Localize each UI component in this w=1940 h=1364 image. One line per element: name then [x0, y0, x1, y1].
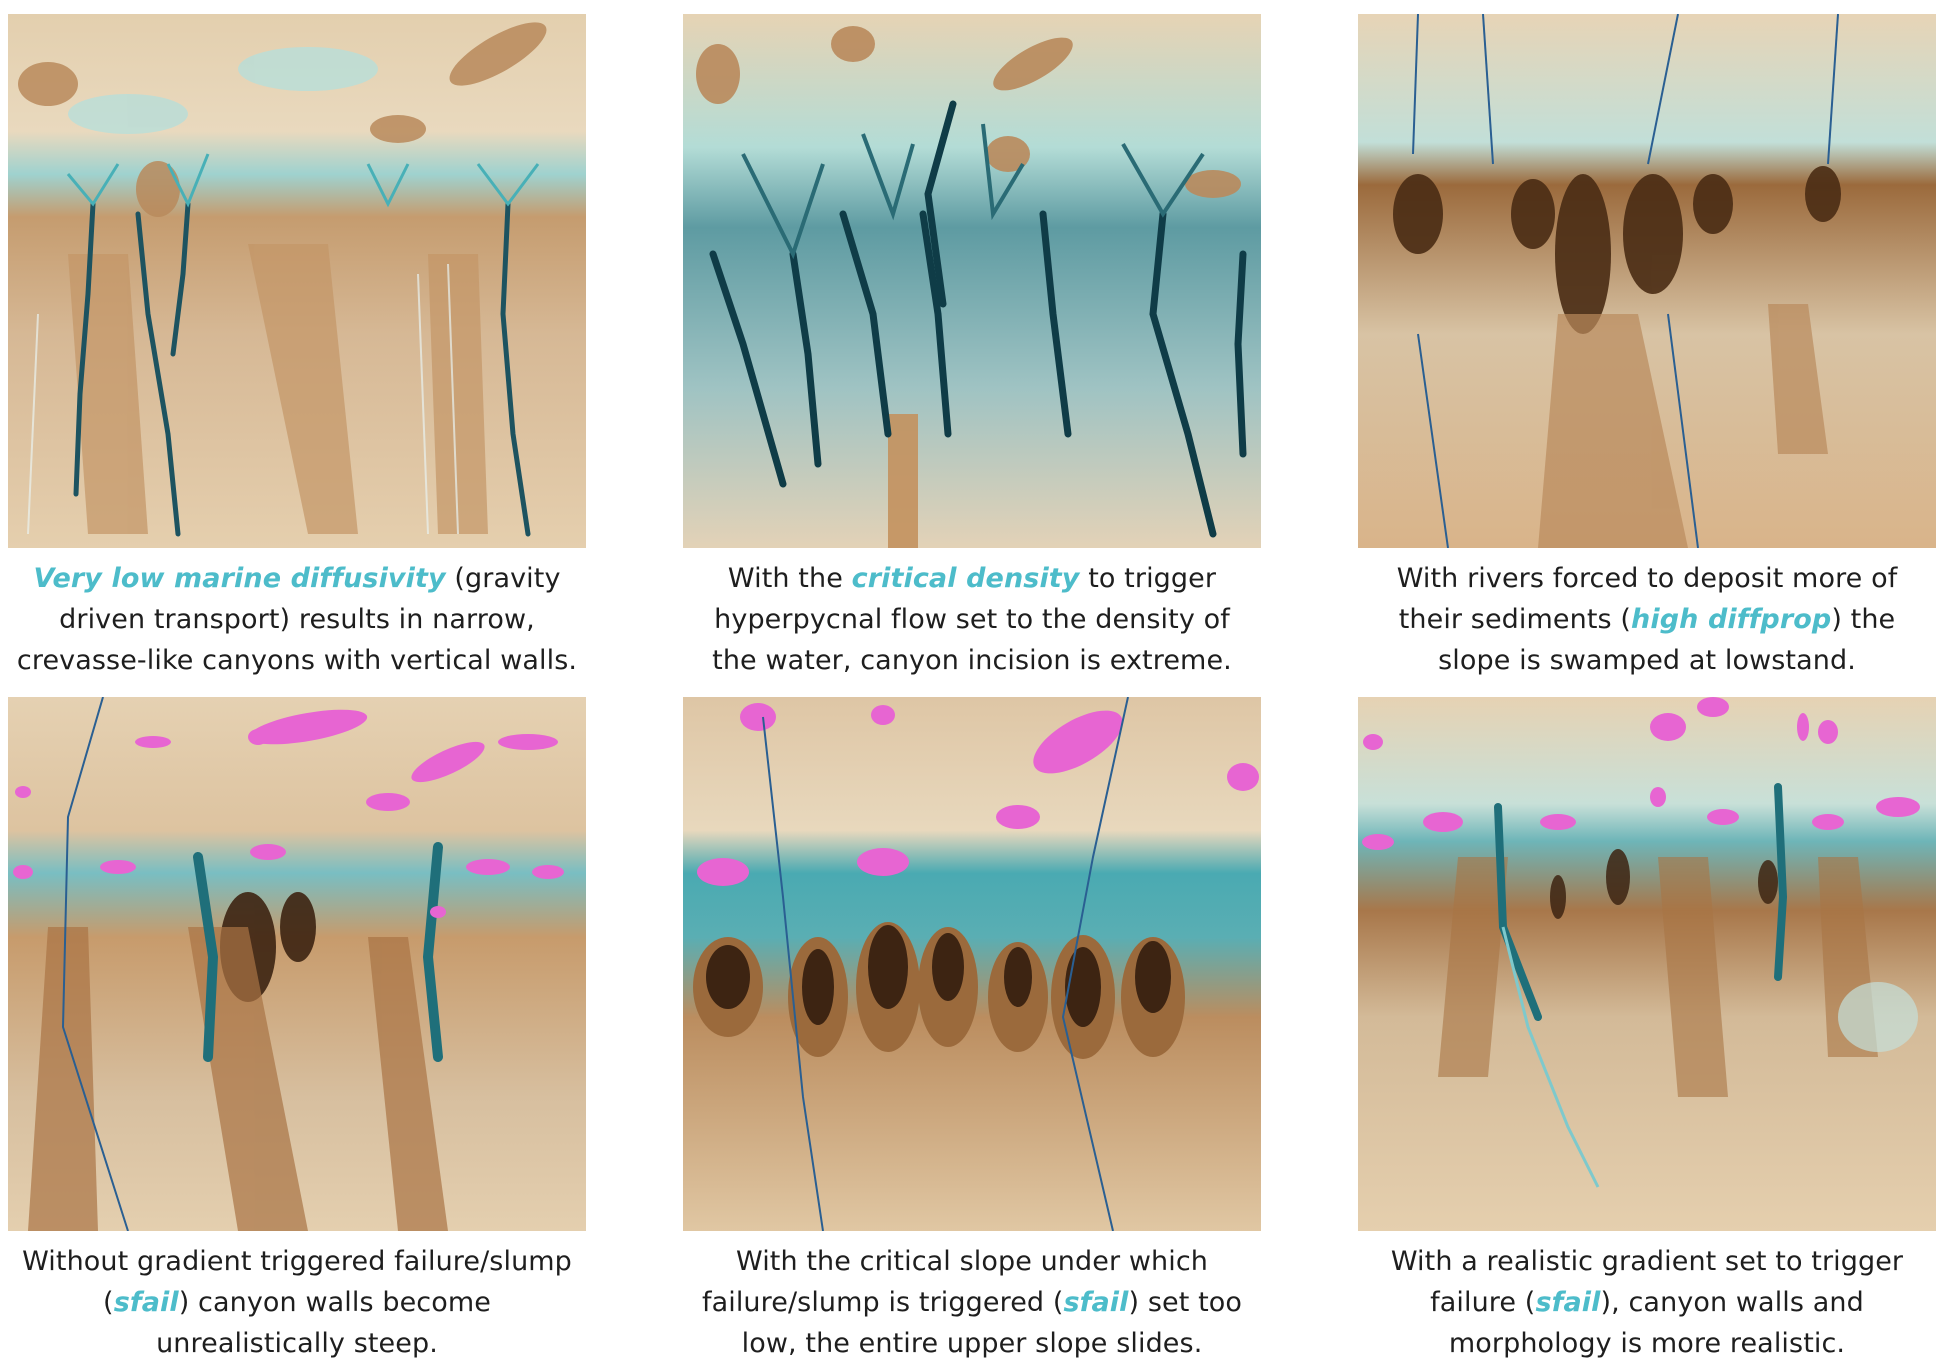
caption-2-line2: hyperpycnal flow set to the density of: [714, 604, 1230, 635]
terrain-map-3: [1358, 14, 1936, 548]
terrain-map-5: [683, 697, 1261, 1231]
caption-4-highlight: sfail: [113, 1287, 179, 1318]
caption-2: With the critical density to trigger hyp…: [683, 558, 1261, 681]
caption-6-line2-pre: failure (: [1430, 1287, 1536, 1318]
caption-5-highlight: sfail: [1063, 1287, 1129, 1318]
caption-2-line1-post: to trigger: [1079, 563, 1217, 594]
caption-3-line3: slope is swamped at lowstand.: [1438, 645, 1856, 676]
caption-4-line1: Without gradient triggered failure/slump: [22, 1246, 572, 1277]
terrain-image-1: [8, 14, 586, 548]
terrain-map-4: [8, 697, 586, 1231]
terrain-image-3: [1358, 14, 1936, 548]
caption-3-line2-pre: their sediments (: [1398, 604, 1632, 635]
figure-panel-6: With a realistic gradient set to trigger…: [1358, 697, 1936, 1364]
figure-panel-5: With the critical slope under which fail…: [683, 697, 1261, 1364]
caption-4: Without gradient triggered failure/slump…: [8, 1241, 586, 1364]
caption-1-highlight: Very low marine diffusivity: [33, 563, 446, 594]
caption-6: With a realistic gradient set to trigger…: [1358, 1241, 1936, 1364]
caption-5-line3: low, the entire upper slope slides.: [741, 1328, 1203, 1359]
caption-1-line2: driven transport) results in narrow,: [59, 604, 535, 635]
caption-1-line1-rest: (gravity: [445, 563, 561, 594]
caption-3-highlight: high diffprop: [1631, 604, 1832, 635]
caption-3-line1: With rivers forced to deposit more of: [1396, 563, 1898, 594]
caption-5-line2-pre: failure/slump is triggered (: [701, 1287, 1064, 1318]
caption-2-line1-pre: With the: [727, 563, 852, 594]
caption-3-line2-post: ) the: [1831, 604, 1896, 635]
terrain-map-2: [683, 14, 1261, 548]
caption-3: With rivers forced to deposit more of th…: [1358, 558, 1936, 681]
caption-1: Very low marine diffusivity (gravity dri…: [8, 558, 586, 681]
caption-4-line2-pre: (: [103, 1287, 114, 1318]
caption-5-line1: With the critical slope under which: [735, 1246, 1209, 1277]
terrain-image-6: [1358, 697, 1936, 1231]
caption-6-line2-post: ), canyon walls and: [1600, 1287, 1864, 1318]
figure-panel-2: With the critical density to trigger hyp…: [683, 14, 1261, 681]
figure-panel-3: With rivers forced to deposit more of th…: [1358, 14, 1936, 681]
caption-6-line1: With a realistic gradient set to trigger: [1390, 1246, 1904, 1277]
terrain-image-4: [8, 697, 586, 1231]
caption-2-highlight: critical density: [851, 563, 1080, 594]
figure-panel-4: Without gradient triggered failure/slump…: [8, 697, 586, 1364]
caption-5: With the critical slope under which fail…: [683, 1241, 1261, 1364]
caption-6-line3: morphology is more realistic.: [1448, 1328, 1846, 1359]
caption-1-line3: crevasse-like canyons with vertical wall…: [16, 645, 578, 676]
caption-6-highlight: sfail: [1535, 1287, 1601, 1318]
terrain-map-1: [8, 14, 586, 548]
terrain-image-5: [683, 697, 1261, 1231]
caption-4-line2-post: ) canyon walls become: [178, 1287, 491, 1318]
caption-4-line3: unrealistically steep.: [156, 1328, 438, 1359]
caption-5-line2-post: ) set too: [1128, 1287, 1243, 1318]
figure-panel-1: Very low marine diffusivity (gravity dri…: [8, 14, 586, 681]
terrain-image-2: [683, 14, 1261, 548]
terrain-map-6: [1358, 697, 1936, 1231]
caption-2-line3: the water, canyon incision is extreme.: [712, 645, 1232, 676]
